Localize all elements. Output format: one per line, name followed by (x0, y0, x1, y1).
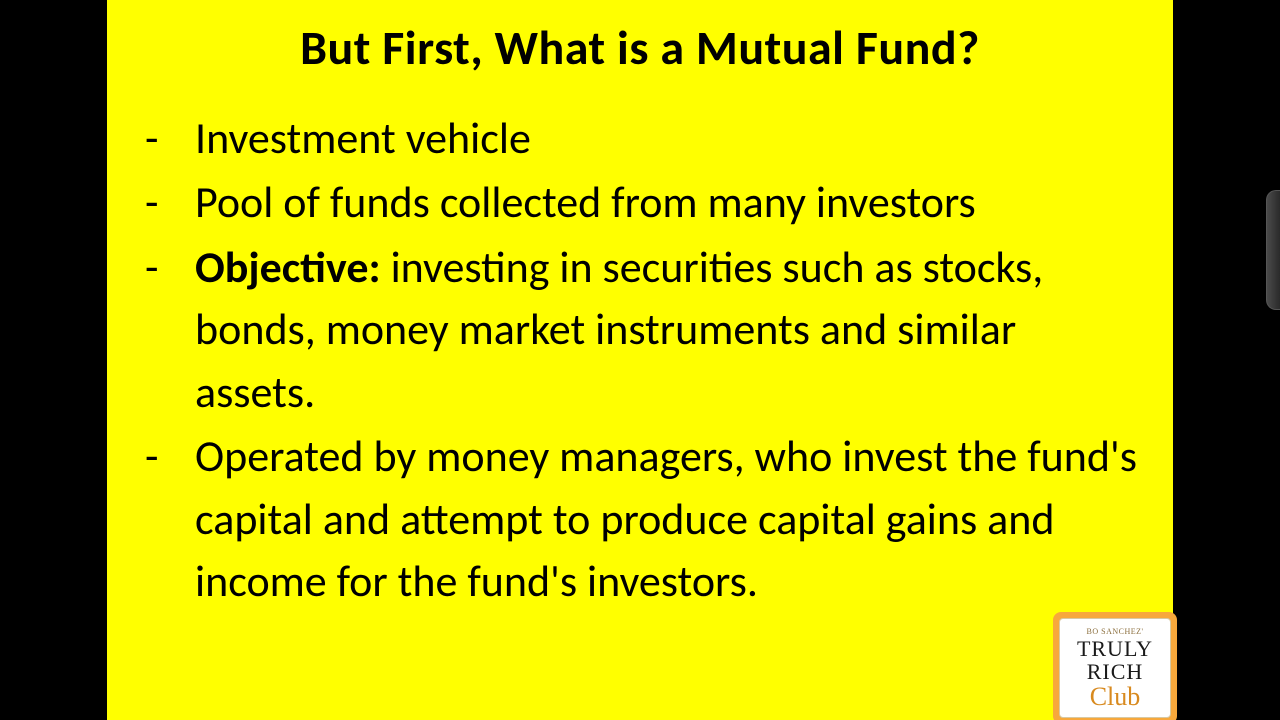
list-item: - Investment vehicle (145, 107, 1143, 169)
list-item: - Operated by money managers, who invest… (145, 425, 1143, 612)
side-tab-icon[interactable] (1266, 190, 1280, 310)
logo-line1: TRULY (1077, 637, 1153, 660)
bullet-marker: - (145, 425, 195, 612)
list-item: - Pool of funds collected from many inve… (145, 171, 1143, 233)
slide: But First, What is a Mutual Fund? - Inve… (107, 0, 1173, 720)
bullet-text: Operated by money managers, who invest t… (195, 425, 1143, 612)
bullet-marker: - (145, 236, 195, 423)
logo-line2: RICH (1087, 660, 1144, 683)
bullet-text: Objective: investing in securities such … (195, 236, 1143, 423)
list-item: - Objective: investing in securities suc… (145, 236, 1143, 423)
logo-inner: BO SANCHEZ' TRULY RICH Club (1059, 618, 1171, 718)
slide-title: But First, What is a Mutual Fund? (137, 18, 1143, 77)
bullet-marker: - (145, 107, 195, 169)
logo-script: Club (1090, 685, 1141, 708)
bullet-text: Investment vehicle (195, 107, 1143, 169)
bullet-text: Pool of funds collected from many invest… (195, 171, 1143, 233)
bullet-marker: - (145, 171, 195, 233)
logo-top-line: BO SANCHEZ' (1087, 627, 1144, 636)
bullet-list: - Investment vehicle - Pool of funds col… (137, 107, 1143, 613)
logo-card: BO SANCHEZ' TRULY RICH Club (1053, 612, 1177, 720)
bullet-bold-prefix: Objective: (195, 240, 381, 294)
